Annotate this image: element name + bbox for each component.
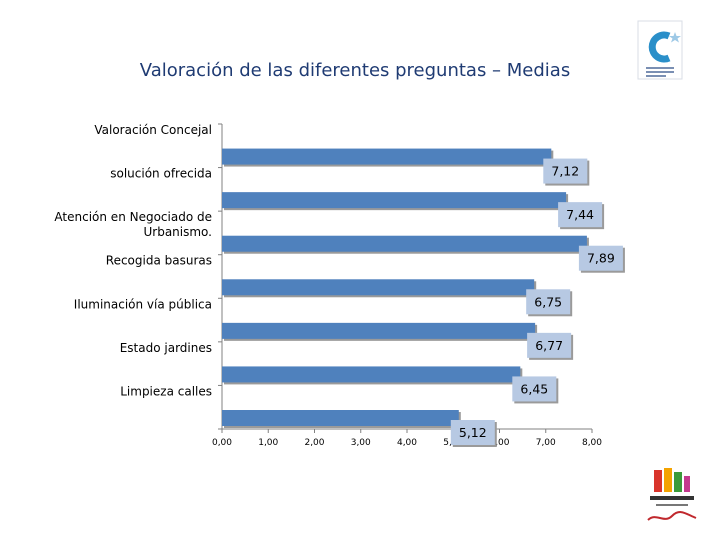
category-label: Valoración Concejal (94, 123, 212, 137)
x-tick-label: 2,00 (304, 438, 324, 448)
category-label: Atención en Negociado de (54, 210, 212, 224)
x-tick-label: 4,00 (397, 438, 417, 448)
bar (222, 410, 459, 426)
value-label-box (578, 245, 623, 271)
category-label: Recogida basuras (106, 254, 212, 268)
category-label: Iluminación vía pública (74, 297, 212, 311)
value-label: 6,77 (535, 338, 563, 353)
value-label: 7,44 (566, 207, 594, 222)
labels-layer: Valoración Concejal 7,12 solución ofrecida… (54, 123, 625, 447)
top-logo (637, 20, 683, 80)
value-label: 7,12 (551, 164, 579, 179)
value-label: 5,12 (459, 425, 487, 440)
value-label: 6,75 (534, 294, 562, 309)
bar (222, 366, 521, 383)
category-label: Estado jardines (120, 341, 212, 355)
value-label: 6,45 (520, 381, 548, 396)
x-tick-label: 0,00 (212, 438, 232, 448)
value-label-box (543, 158, 588, 184)
value-label-box (526, 289, 571, 315)
bar (222, 235, 587, 252)
bar (222, 322, 536, 339)
bars-layer (222, 148, 589, 428)
bar (222, 279, 535, 296)
chart-title: Valoración de las diferentes preguntas –… (139, 60, 571, 81)
x-tick-label: 1,00 (258, 438, 278, 448)
category-label: Urbanismo. (143, 225, 212, 239)
value-label-box (558, 202, 603, 228)
x-tick-label: 6,00 (489, 438, 509, 448)
value-label-box (527, 332, 572, 358)
category-label: Limpieza calles (120, 384, 212, 398)
value-label-box (450, 420, 495, 445)
x-tick-label: 3,00 (351, 438, 371, 448)
bar (222, 148, 552, 165)
x-tick-label: 8,00 (582, 438, 602, 448)
x-tick-label: 7,00 (536, 438, 556, 448)
bar (222, 192, 567, 209)
value-label: 7,89 (587, 251, 615, 266)
category-label: solución ofrecida (110, 167, 212, 181)
bottom-logo (647, 468, 697, 521)
value-label-box (512, 376, 557, 402)
